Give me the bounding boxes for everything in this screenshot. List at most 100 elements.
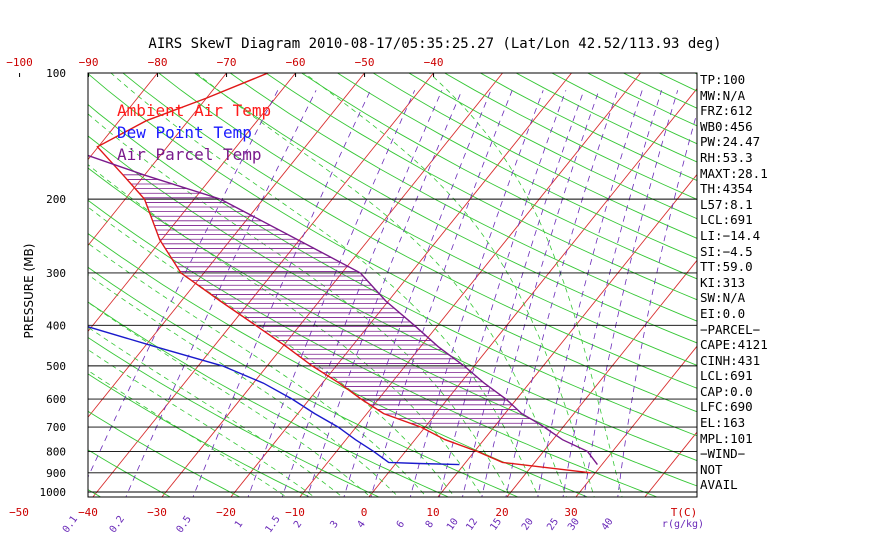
top-temp-tick-label: −100 [6, 56, 33, 69]
mixing-ratio-tick-label: 4 [355, 519, 367, 530]
stat-item: TH:4354 [700, 181, 753, 197]
moist-adiabat-line [429, 73, 623, 497]
dry-adiabat-line [88, 266, 520, 497]
stat-item: TT:59.0 [700, 259, 753, 275]
bottom-temp-tick-label: −20 [216, 506, 236, 519]
bottom-temp-tick-label: 20 [495, 506, 508, 519]
dry-adiabat-line [479, 73, 697, 182]
bottom-temp-tick-label: −50 [9, 506, 29, 519]
stat-item: CINH:431 [700, 352, 761, 368]
pressure-tick-label: 700 [46, 421, 66, 434]
mixing-ratio-tick-label: 6 [395, 519, 407, 530]
pressure-tick-label: 300 [46, 267, 66, 280]
pressure-tick-label: 100 [46, 67, 66, 80]
moist-adiabat-line [196, 73, 567, 497]
stat-item: −WIND− [700, 446, 746, 462]
stat-item: KI:313 [700, 274, 746, 290]
mixing-ratio-line [370, 90, 513, 497]
moist-adiabat-line [110, 73, 539, 497]
mixing-ratio-line [481, 90, 600, 497]
top-temp-tick-label: −60 [286, 56, 306, 69]
mixing-ratio-tick-label: 2 [292, 519, 304, 530]
mixing-ratio-line [306, 90, 463, 497]
stat-item: RH:53.3 [700, 149, 753, 165]
dry-adiabat-line [157, 73, 697, 366]
stability-indices-panel: TP:100 MW:N/A FRZ:612 WB0:456 PW:24.47 RH:53.… [700, 72, 768, 493]
mixing-ratio-tick-label: 10 [445, 516, 461, 532]
chart-legend: Ambient Air Temp Dew Point Temp Air Parc… [117, 100, 271, 166]
isotherm-line [88, 73, 89, 75]
pressure-tick-label: 400 [46, 319, 66, 332]
isotherm-line [368, 87, 697, 497]
dry-adiabat-line [88, 103, 697, 437]
stat-item: CAP:0.0 [700, 383, 753, 399]
stat-item: −PARCEL− [700, 321, 761, 337]
mixing-ratio-line [281, 90, 443, 497]
stat-item: MW:N/A [700, 87, 746, 103]
dry-adiabat-line [88, 410, 241, 497]
mixing-ratio-tick-label: 0.5 [175, 514, 194, 535]
mixing-ratio-line [617, 111, 697, 497]
mixing-ratio-tick-label: 1.5 [263, 514, 282, 535]
moist-adiabat-line [88, 326, 343, 497]
stat-item: LCL:691 [700, 368, 753, 384]
top-temp-tick-label: −50 [355, 56, 375, 69]
dry-adiabat-line [88, 135, 697, 462]
dry-adiabat-line [88, 167, 697, 487]
stat-item: LI:−14.4 [700, 227, 761, 243]
temp-unit-label: T(C) [671, 506, 698, 519]
isotherm-line [88, 73, 296, 333]
dry-adiabat-line [88, 336, 380, 497]
stat-item: EL:163 [700, 415, 746, 431]
mixing-ratio-unit-label: r(g/kg) [662, 519, 704, 530]
bottom-temp-tick-label: 30 [564, 506, 577, 519]
top-temp-tick-label: −90 [79, 56, 99, 69]
mixing-ratio-tick-label: 25 [545, 516, 561, 532]
top-temp-tick-label: −70 [217, 56, 237, 69]
mixing-ratio-line [583, 90, 679, 497]
top-temp-tick-label: −40 [424, 56, 444, 69]
dry-adiabat-line [88, 301, 450, 497]
bottom-temp-tick-label: 10 [426, 506, 439, 519]
mixing-ratio-tick-label: 12 [464, 517, 480, 533]
pressure-tick-label: 500 [46, 360, 66, 373]
plot-frame [87, 72, 698, 498]
pressure-tick-label: 900 [46, 467, 66, 480]
bottom-temp-tick-label: −10 [285, 506, 305, 519]
stat-item: WB0:456 [700, 118, 753, 134]
top-temp-tick-label: −80 [148, 56, 168, 69]
mixing-ratio-line [409, 90, 544, 497]
dry-adiabat-line [443, 73, 697, 200]
stat-item: FRZ:612 [700, 103, 753, 119]
stat-item: AVAIL [700, 477, 738, 493]
isotherm-line [88, 73, 365, 418]
dry-adiabat-line [408, 73, 697, 220]
isotherm-line [88, 73, 158, 161]
legend-dew-point-temp: Dew Point Temp [117, 123, 252, 142]
moist-adiabat-line [303, 73, 595, 497]
ambient-air-temp-line [96, 73, 591, 474]
stat-item: LCL:691 [700, 212, 753, 228]
mixing-ratio-line [88, 90, 279, 479]
bottom-temp-tick-label: −40 [78, 506, 98, 519]
chart-title: AIRS SkewT Diagram 2010-08-17/05:35:25.2… [148, 36, 722, 52]
mixing-ratio-tick-label: 0.2 [108, 514, 127, 535]
isotherm-line [782, 73, 870, 498]
mixing-ratio-line [438, 90, 567, 497]
stat-item: SI:−4.5 [700, 243, 753, 259]
pressure-tick-label: 600 [46, 393, 66, 406]
air-parcel-temp-line [88, 154, 598, 466]
moist-adiabat-line [88, 301, 371, 497]
mixing-ratio-line [505, 90, 618, 497]
stat-item: CAPE:4121 [700, 337, 768, 353]
dry-adiabat-line [193, 73, 697, 344]
stat-item: MAXT:28.1 [700, 165, 768, 181]
bottom-temp-tick-label: 0 [361, 506, 368, 519]
stat-item: EI:0.0 [700, 305, 746, 321]
isotherm-line [88, 73, 227, 247]
dry-adiabat-line [300, 73, 697, 280]
mixing-ratio-line [537, 90, 643, 497]
mixing-ratio-line [562, 90, 662, 497]
mixing-ratio-line [462, 90, 585, 497]
